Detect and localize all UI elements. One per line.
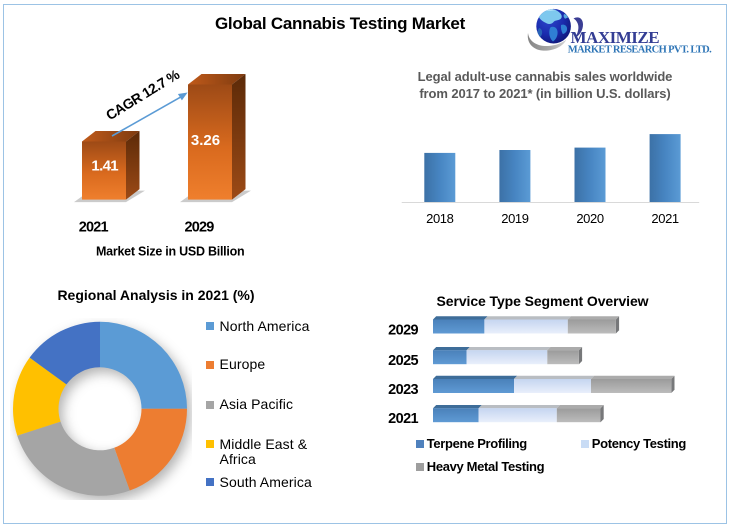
svg-text:2023: 2023 (388, 382, 418, 398)
svg-text:2029: 2029 (388, 323, 418, 339)
svg-text:2021: 2021 (79, 219, 109, 235)
svg-text:2025: 2025 (388, 353, 418, 369)
svg-text:2019: 2019 (501, 211, 528, 226)
svg-text:CAGR 12.7 %: CAGR 12.7 % (103, 66, 183, 123)
svg-text:1.41: 1.41 (91, 158, 118, 175)
svg-text:2021: 2021 (651, 211, 678, 226)
svg-text:2018: 2018 (426, 211, 453, 226)
svg-text:2020: 2020 (576, 211, 603, 226)
svg-text:3.26: 3.26 (191, 132, 220, 149)
svg-text:2029: 2029 (184, 219, 214, 235)
svg-text:2021: 2021 (388, 411, 418, 427)
svg-text:MAXIMIZE: MAXIMIZE (571, 28, 660, 47)
svg-text:MARKET RESEARCH PVT. LTD.: MARKET RESEARCH PVT. LTD. (568, 45, 712, 56)
svg-text:Market Size in USD Billion: Market Size in USD Billion (96, 245, 244, 259)
